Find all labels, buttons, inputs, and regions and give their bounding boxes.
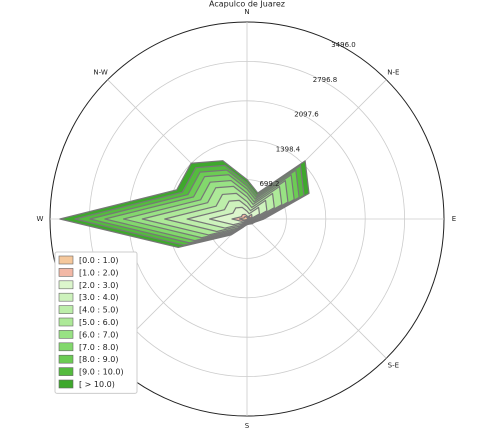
legend-label: [ > 10.0) — [79, 380, 115, 389]
legend-swatch — [58, 330, 74, 339]
legend-swatch — [58, 268, 74, 277]
legend-swatch — [58, 342, 74, 352]
legend-swatch — [58, 305, 74, 314]
legend-label: [8.0 : 9.0) — [79, 355, 118, 364]
speed-band — [238, 216, 251, 221]
legend-label: [3.0 : 4.0) — [79, 293, 118, 302]
direction-label: S — [245, 422, 250, 430]
direction-label: W — [37, 215, 44, 223]
legend-label: [9.0 : 10.0) — [79, 368, 124, 377]
legend-swatch — [58, 379, 74, 389]
legend-swatch — [58, 317, 74, 327]
direction-label: E — [452, 215, 456, 223]
legend-swatch — [58, 255, 74, 265]
legend-swatch — [58, 367, 74, 376]
legend-swatch — [58, 354, 74, 364]
legend-label: [4.0 : 5.0) — [79, 306, 118, 315]
direction-label: S-E — [388, 361, 399, 369]
legend-label: [1.0 : 2.0) — [79, 268, 118, 277]
r-tick-label: 1398.4 — [276, 145, 301, 153]
direction-label: N-W — [93, 69, 107, 77]
radial-line — [246, 218, 387, 359]
legend-swatch — [58, 280, 74, 290]
r-tick-label: 699.2 — [259, 180, 279, 188]
r-tick-label: 3496.0 — [331, 41, 356, 49]
legend-label: [7.0 : 8.0) — [79, 343, 118, 352]
legend-label: [6.0 : 7.0) — [79, 330, 118, 339]
chart-title: Acapulco de Juarez — [209, 0, 285, 9]
direction-label: N — [244, 8, 249, 16]
legend-label: [2.0 : 3.0) — [79, 281, 118, 290]
r-tick-label: 2796.8 — [313, 76, 338, 84]
legend-box — [54, 251, 138, 394]
r-tick-label: 2097.6 — [294, 111, 319, 119]
legend-label: [5.0 : 6.0) — [79, 318, 118, 327]
direction-label: N-E — [387, 69, 399, 77]
legend-swatch — [58, 292, 74, 302]
legend-label: [0.0 : 1.0) — [79, 256, 118, 265]
